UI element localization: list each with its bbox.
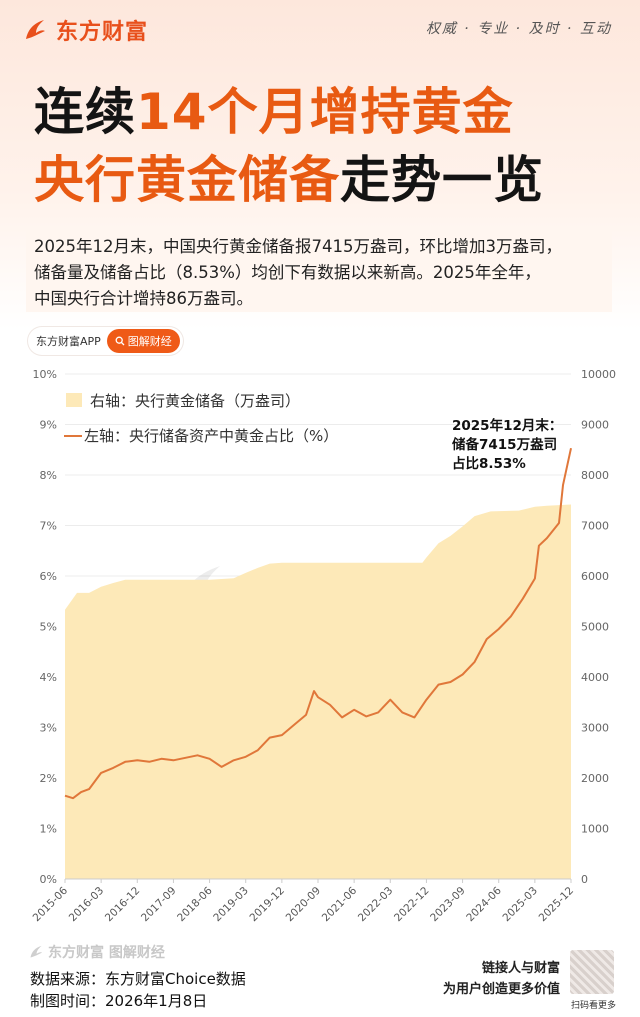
- left-axis-tick: 10%: [33, 368, 57, 381]
- x-axis-tick: 2016-03: [67, 885, 107, 925]
- left-axis-tick: 5%: [40, 621, 57, 634]
- search-button[interactable]: 图解财经: [106, 329, 180, 353]
- title-text-highlight: 14个月增持黄金: [136, 83, 514, 141]
- x-axis-tick: 2015-06: [31, 884, 71, 924]
- gold-share-line: [64, 447, 572, 800]
- qr-code-label: 扫码看更多: [570, 1001, 616, 1011]
- x-axis-tick: 2024-06: [464, 884, 504, 924]
- x-axis-tick: 2023-09: [428, 885, 468, 925]
- footer-brand-label: 东方财富 图解财经: [48, 945, 165, 961]
- tagline-line-2: 为用户创造更多价值: [442, 982, 560, 997]
- right-axis: 0 1000 2000 3000 4000 5000 6000 7000 8000 9000 100…: [581, 368, 616, 886]
- x-axis-tick: 2022-03: [356, 885, 396, 925]
- reserve-area: [65, 504, 571, 879]
- page-title-line-1: 连续14个月增持黄金: [34, 82, 514, 142]
- page-title-line-2: 央行黄金储备走势一览: [34, 150, 544, 210]
- brand-name: 东方财富: [56, 20, 149, 45]
- x-axis-tick: 2025-12: [537, 885, 577, 925]
- left-axis-tick: 7%: [40, 520, 57, 533]
- left-axis-tick: 0%: [40, 873, 57, 886]
- left-axis-tick: 1%: [40, 823, 57, 836]
- title-text-dark: 连续: [34, 83, 136, 141]
- right-axis-tick: 9000: [581, 419, 609, 432]
- annotation-line: 2025年12月末：: [452, 417, 562, 434]
- annotation-line: 占比8.53%: [452, 455, 526, 472]
- x-axis: 2015-062016-032016-122017-092018-062019-…: [31, 878, 577, 925]
- legend-area-swatch: [66, 393, 82, 407]
- annotation-line: 储备7415万盎司: [451, 436, 557, 453]
- brand-flame-icon: [26, 20, 45, 39]
- title-text-highlight: 央行黄金储备: [34, 151, 340, 209]
- tagline-line-1: 链接人与财富: [481, 961, 560, 976]
- x-axis-tick: 2016-12: [103, 885, 143, 925]
- reserve-area-series: [65, 504, 571, 879]
- right-axis-tick: 0: [581, 873, 588, 886]
- intro-line-3: 中国央行合计增持86万盎司。: [34, 289, 253, 308]
- right-axis-tick: 1000: [581, 823, 609, 836]
- left-axis: 0% 1% 2% 3% 4% 5% 6% 7% 8% 9% 10%: [33, 368, 57, 886]
- x-axis-tick: 2019-12: [247, 885, 287, 925]
- header: 东方财富 权威 · 专业 · 及时 · 互动: [0, 0, 640, 60]
- right-axis-tick: 5000: [581, 621, 609, 634]
- left-axis-tick: 9%: [40, 419, 57, 432]
- gold-reserve-chart: 东方财富 0%1%2%3%4%5%6%7%8%9%10% 01000200030…: [31, 368, 616, 925]
- right-axis-tick: 10000: [581, 368, 616, 381]
- legend-line-label: 左轴：央行储备资产中黄金占比（%）: [84, 427, 338, 445]
- right-axis-tick: 8000: [581, 469, 609, 482]
- chart-legend: 右轴：央行黄金储备（万盎司） 左轴：央行储备资产中黄金占比（%）: [64, 392, 338, 445]
- legend-area-label: 右轴：央行黄金储备（万盎司）: [90, 392, 300, 410]
- right-axis-tick: 2000: [581, 772, 609, 785]
- intro-paragraph: 2025年12月末，中国央行黄金储备报7415万盎司，环比增加3万盎司， 储备量…: [26, 228, 612, 312]
- chart-date: 制图时间：2026年1月8日: [30, 992, 208, 1010]
- search-icon: [115, 336, 125, 346]
- left-axis-tick: 4%: [40, 671, 57, 684]
- brand-logo[interactable]: 东方财富: [22, 14, 148, 46]
- x-axis-tick: 2021-06: [320, 884, 360, 924]
- x-axis-tick: 2018-06: [175, 884, 215, 924]
- x-axis-tick: 2017-09: [139, 885, 179, 925]
- right-axis-tick: 6000: [581, 570, 609, 583]
- title-text-dark: 走势一览: [340, 151, 544, 209]
- left-axis-tick: 3%: [40, 722, 57, 735]
- x-axis-tick: 2025-03: [500, 885, 540, 925]
- data-source: 数据来源：东方财富Choice数据: [30, 970, 246, 988]
- left-axis-tick: 6%: [40, 570, 57, 583]
- right-axis-tick: 4000: [581, 671, 609, 684]
- search-button-label: 图解财经: [127, 335, 172, 348]
- x-axis-tick: 2019-03: [211, 885, 251, 925]
- right-axis-tick: 7000: [581, 520, 609, 533]
- x-axis-tick: 2022-12: [392, 885, 432, 925]
- app-name-label: 东方财富APP: [36, 335, 101, 348]
- intro-line-1: 2025年12月末，中国央行黄金储备报7415万盎司，环比增加3万盎司，: [34, 237, 562, 256]
- intro-line-2: 储备量及储备占比（8.53%）均创下有数据以来新高。2025年全年，: [34, 263, 541, 282]
- gold-share-line-series: [64, 447, 572, 800]
- x-axis-tick: 2020-09: [284, 885, 324, 925]
- qr-code[interactable]: [570, 950, 614, 994]
- brand-slogan: 权威 · 专业 · 及时 · 互动: [425, 21, 612, 37]
- footer-tagline: 链接人与财富 为用户创造更多价值: [443, 958, 560, 1000]
- brand-flame-icon: [30, 945, 43, 958]
- footer-brand: 东方财富 图解财经: [28, 942, 165, 962]
- left-axis-tick: 8%: [40, 469, 57, 482]
- right-axis-tick: 3000: [581, 722, 609, 735]
- left-axis-tick: 2%: [40, 772, 57, 785]
- app-badge-bar: 东方财富APP 图解财经: [28, 327, 183, 355]
- footer-source: 数据来源：东方财富Choice数据 制图时间：2026年1月8日: [30, 968, 246, 1012]
